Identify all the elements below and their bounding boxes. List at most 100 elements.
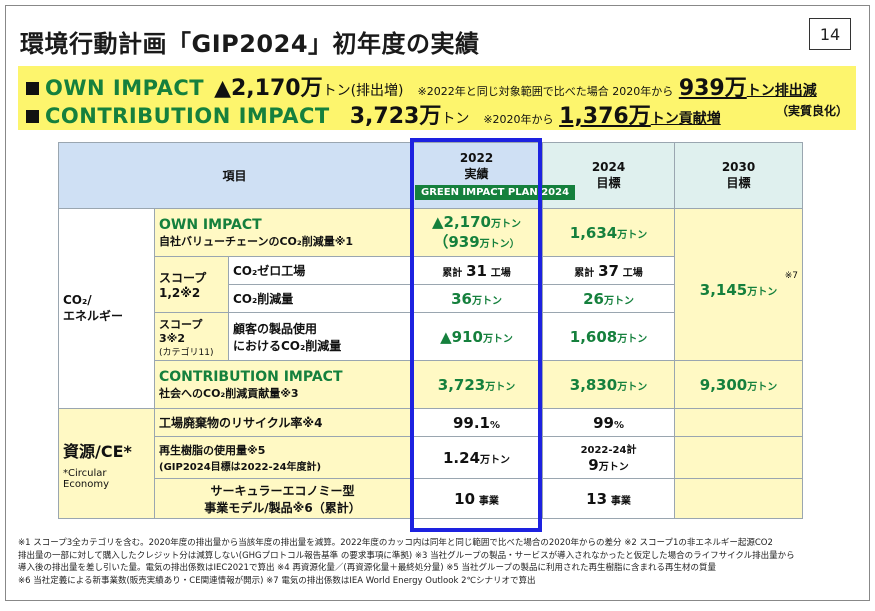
header-2022: 2022 実績 GREEN IMPACT PLAN 2024 <box>410 142 576 209</box>
table-row: CO₂/ エネルギー OWN IMPACT 自社バリューチェーンのCO₂削減量※… <box>58 208 804 409</box>
zero-factory-label: CO₂ゼロ工場 <box>227 256 412 285</box>
co2-reduction-2024: 26万トン <box>542 284 676 313</box>
co2-reduction-label: CO₂削減量 <box>227 284 412 313</box>
page-number: 14 <box>809 18 851 50</box>
page-title: 環境行動計画「GIP2024」初年度の実績 <box>20 30 480 58</box>
own-impact-2022-sub-unit: 万トン） <box>479 239 520 250</box>
own-impact-2030-unit: 万トン <box>747 286 778 298</box>
own-impact-2022-sub-value: （939 <box>433 233 480 251</box>
zero-factory-2024-prefix: 累計 <box>574 267 595 279</box>
own-impact-2030-note: ※7 <box>784 270 799 281</box>
contribution-title: CONTRIBUTION IMPACT <box>159 368 343 385</box>
co2-reduction-2022-unit: 万トン <box>471 295 502 307</box>
own-impact-title: OWN IMPACT <box>159 216 262 233</box>
contribution-impact-summary: CONTRIBUTION IMPACT 3,723万トン ※2020年から 1,37… <box>26 98 721 130</box>
own-impact-2024-unit: 万トン <box>617 229 648 241</box>
resin-label: 再生樹脂の使用量※5 <box>159 444 266 457</box>
resin-2022: 1.24万トン <box>410 436 544 479</box>
header-2030-sub: 目標 <box>726 176 751 190</box>
own-impact-2022: ▲2,170万トン （939万トン） <box>410 208 544 257</box>
zero-factory-2024: 累計 37 工場 <box>542 256 676 285</box>
contribution-impact-value: 3,723万 <box>349 104 442 129</box>
resin-label-cell: 再生樹脂の使用量※5 (GIP2024目標は2022‐24年度計) <box>153 436 412 479</box>
square-bullet-icon <box>26 110 39 123</box>
zero-factory-2022-value: 31 <box>466 261 487 280</box>
contribution-2024-value: 3,830 <box>569 375 618 394</box>
scope3-desc: 顧客の製品使用 におけるCO₂削減量 <box>227 312 412 361</box>
table-row: CO₂削減量 36万トン 26万トン <box>59 284 803 313</box>
own-impact-2024-value: 1,634 <box>569 223 618 242</box>
table-row: 再生樹脂の使用量※5 (GIP2024目標は2022‐24年度計) 1.24万ト… <box>59 436 804 479</box>
scope3-label: スコープ 3※2 <box>159 317 203 345</box>
header-item: 項目 <box>57 142 412 209</box>
contribution-2024-unit: 万トン <box>617 381 648 393</box>
resin-2030 <box>674 436 804 479</box>
summary-banner: OWN IMPACT ▲2,170万トン(排出増) ※2022年と同じ対象範囲で比べ… <box>18 66 856 130</box>
header-2022-sub: 実績 <box>464 167 489 181</box>
recycle-2024-value: 99 <box>593 413 614 432</box>
resin-2024-top: 2022-24計 <box>580 445 637 456</box>
zero-factory-2022-prefix: 累計 <box>442 267 463 279</box>
contribution-desc: 社会へのCO₂削減貢献量※3 <box>159 386 299 400</box>
recycle-2030 <box>674 408 804 437</box>
own-impact-item: OWN IMPACT 自社バリューチェーンのCO₂削減量※1 <box>153 208 412 257</box>
footnote-line: 排出量の一部に対して購入したクレジット分は減算しない(GHGプロトコル報告基準 … <box>18 550 795 561</box>
resin-2022-unit: 万トン <box>480 454 511 466</box>
own-impact-2022-value: ▲2,170 <box>432 213 491 231</box>
results-table: 項目 2022 実績 GREEN IMPACT PLAN 2024 2024 目… <box>57 142 804 519</box>
circular-2024-value: 13 <box>586 489 608 508</box>
resin-2024-unit: 万トン <box>598 462 629 473</box>
contribution-2022-value: 3,723 <box>437 375 486 394</box>
footnotes: ※1 スコープ3全カテゴリを含む。2020年度の排出量から当該年度の排出量を減算… <box>18 537 863 587</box>
circular-2022-value: 10 <box>454 489 476 508</box>
resin-sub: (GIP2024目標は2022‐24年度計) <box>159 462 322 473</box>
circular-2030 <box>674 478 804 519</box>
own-impact-2022-unit: 万トン <box>491 219 521 230</box>
contribution-2030: 9,300万トン <box>674 360 804 409</box>
zero-factory-2022-unit: 工場 <box>490 267 511 279</box>
co2-reduction-2024-unit: 万トン <box>603 295 634 307</box>
recycle-2024-unit: % <box>613 419 624 431</box>
footnote-line: 導入後の排出量を差し引いた量。電気の排出係数はIEC2021で算出 ※4 再資源… <box>18 563 716 573</box>
resin-2022-value: 1.24 <box>443 448 481 467</box>
table-row: スコープ 3※2 (カテゴリ11) 顧客の製品使用 におけるCO₂削減量 ▲91… <box>59 312 803 361</box>
recycle-2022: 99.1% <box>410 408 544 437</box>
contribution-2022-unit: 万トン <box>485 381 516 393</box>
circular-2024: 13 事業 <box>542 478 676 519</box>
circular-2024-unit: 事業 <box>610 495 631 507</box>
contribution-2030-unit: 万トン <box>747 381 778 393</box>
zero-factory-2024-unit: 工場 <box>622 267 643 279</box>
footnote-line: ※1 スコープ3全カテゴリを含む。2020年度の排出量から当該年度の排出量を減算… <box>18 538 773 548</box>
table-row: CONTRIBUTION IMPACT 社会へのCO₂削減貢献量※3 3,723… <box>59 360 804 409</box>
contribution-impact-unit: トン <box>441 111 470 127</box>
zero-factory-2024-value: 37 <box>598 261 619 280</box>
own-impact-label: OWN IMPACT <box>45 76 205 100</box>
circular-2022: 10 事業 <box>410 478 544 519</box>
scope3-2024: 1,608万トン <box>542 312 676 361</box>
header-2030: 2030 目標 <box>674 142 804 209</box>
co2-reduction-2022: 36万トン <box>410 284 544 313</box>
resin-2024: 2022-24計 9万トン <box>542 436 676 479</box>
scope3-2022-unit: 万トン <box>482 333 513 345</box>
scope3-2024-unit: 万トン <box>617 333 648 345</box>
header-2022-year: 2022 <box>459 151 494 165</box>
own-impact-2024: 1,634万トン <box>542 208 676 257</box>
square-bullet-icon <box>26 82 39 95</box>
net-improvement-note: （実質良化） <box>775 104 848 118</box>
footnote-line: ※6 当社定義による新事業数(販売実績あり・CE関連情報が開示) ※7 電気の排… <box>18 575 536 586</box>
circular-2022-unit: 事業 <box>478 495 499 507</box>
category-resource-note: *Circular Economy <box>63 467 110 490</box>
own-impact-2030: ※7 3,145万トン <box>674 208 804 361</box>
recycle-label: 工場廃棄物のリサイクル率※4 <box>153 408 412 437</box>
zero-factory-2022: 累計 31 工場 <box>410 256 544 285</box>
co2-reduction-2022-value: 36 <box>451 289 472 308</box>
category-co2: CO₂/ エネルギー <box>58 208 155 409</box>
scope3-2022-value: ▲910 <box>440 327 483 346</box>
category-resource-cell: 資源/CE* *Circular Economy <box>58 408 155 519</box>
own-impact-unit: トン(排出増) <box>322 83 404 99</box>
contribution-impact-note: ※2020年から <box>483 113 554 126</box>
contribution-impact-increase-value: 1,376万 <box>559 104 651 129</box>
table-header-row: 項目 2022 実績 GREEN IMPACT PLAN 2024 2024 目… <box>57 142 804 209</box>
scope3-label-cell: スコープ 3※2 (カテゴリ11) <box>154 312 229 361</box>
contribution-impact-label: CONTRIBUTION IMPACT <box>45 104 330 128</box>
